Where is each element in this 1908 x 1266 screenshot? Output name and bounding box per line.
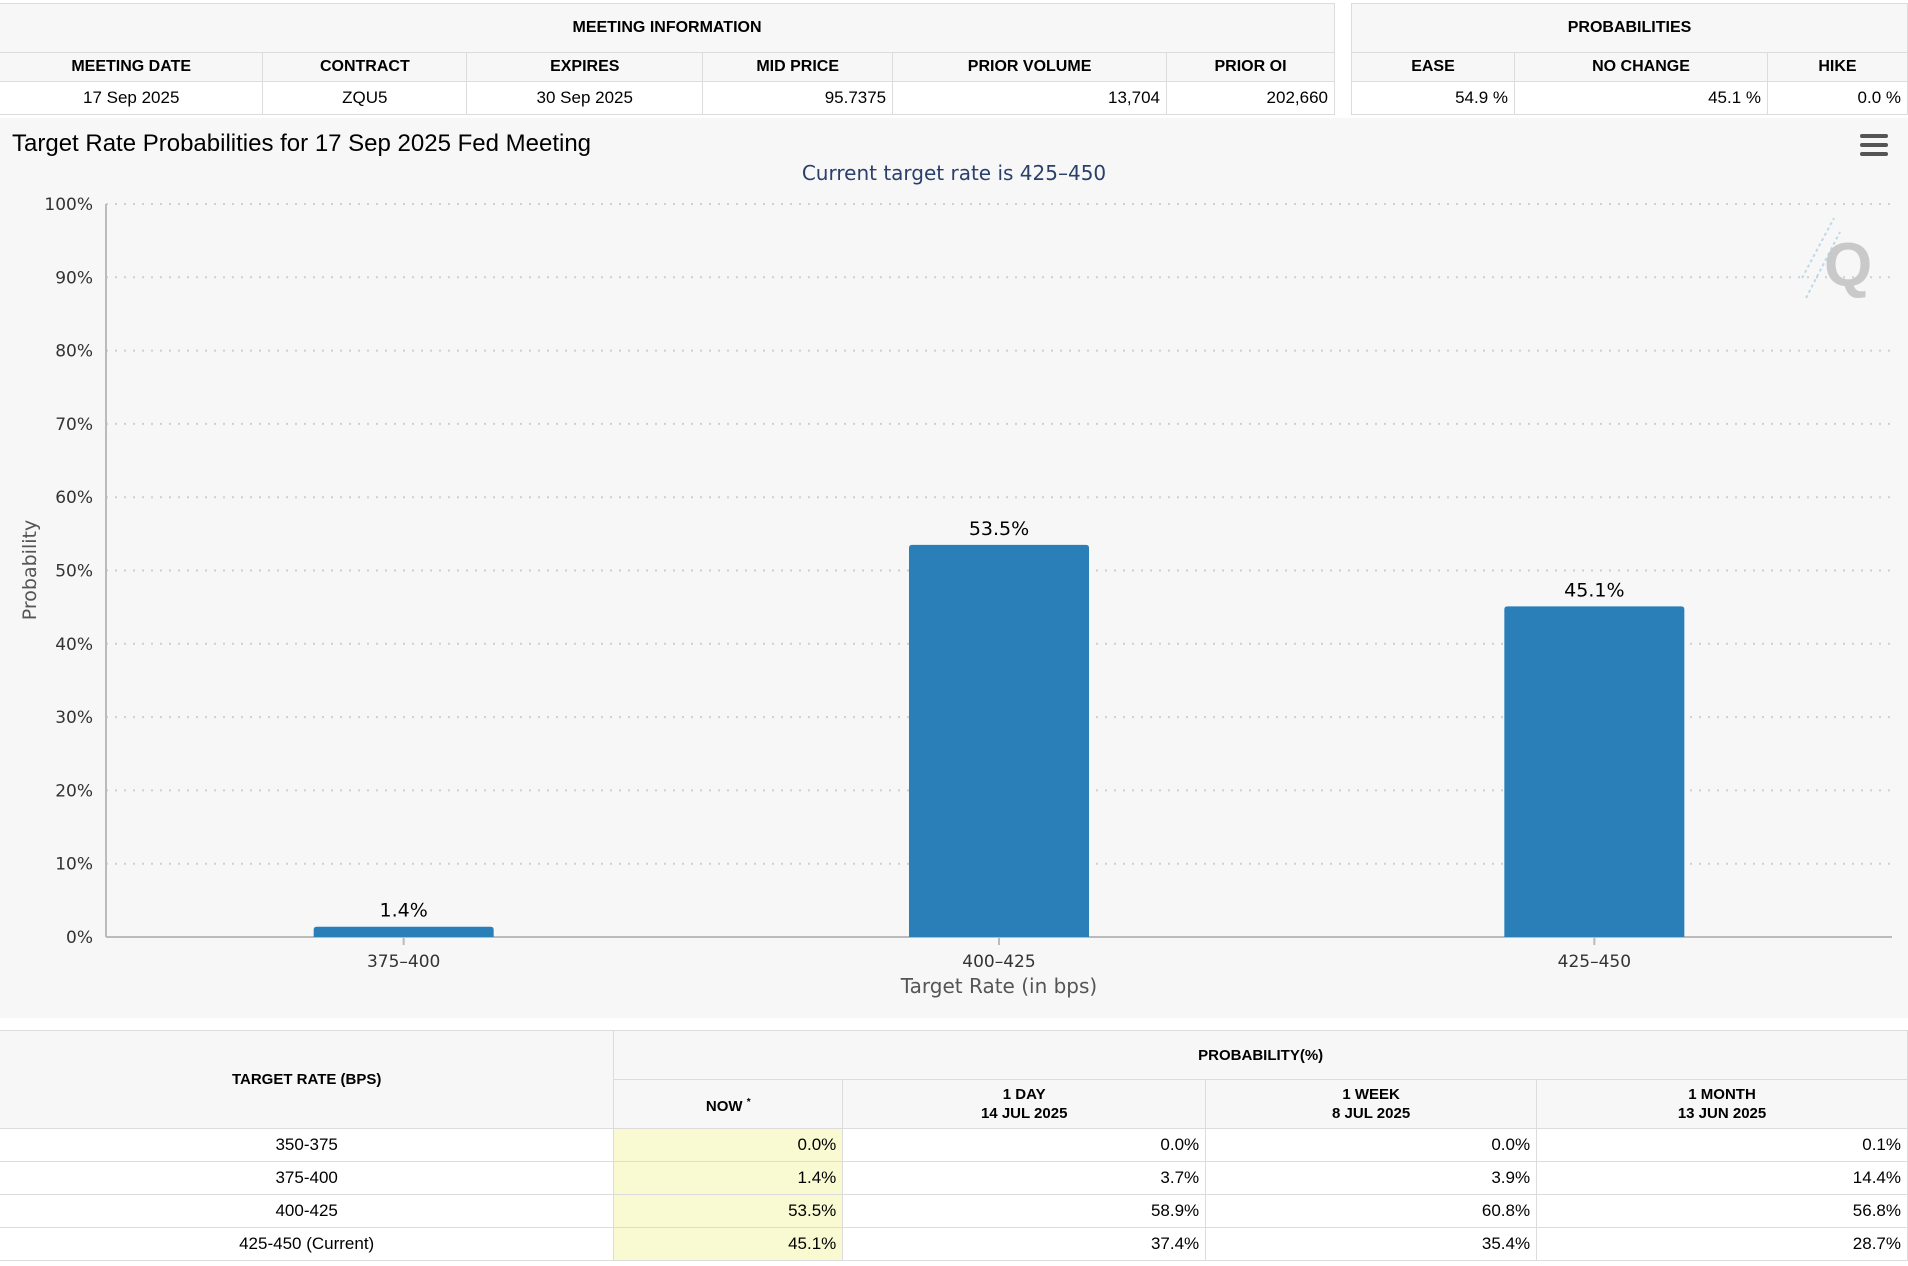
table-row: 17 Sep 2025 ZQU5 30 Sep 2025 95.7375 13,… xyxy=(0,81,1335,115)
bar-data-label: 1.4% xyxy=(380,900,428,922)
bar[interactable] xyxy=(909,544,1089,937)
svg-text:Q: Q xyxy=(1824,231,1872,300)
hike-header: HIKE xyxy=(1767,52,1908,82)
bar[interactable] xyxy=(313,926,494,937)
one-month-header: 1 MONTH 13 JUN 2025 xyxy=(1536,1079,1908,1129)
x-tick-label: 425–450 xyxy=(1558,952,1631,972)
x-tick-label: 400–425 xyxy=(962,952,1035,972)
one-day-header: 1 DAY 14 JUL 2025 xyxy=(842,1079,1207,1129)
meeting-information-title: MEETING INFORMATION xyxy=(0,3,1335,53)
one-month-cell: 14.4% xyxy=(1536,1161,1908,1195)
rate-cell: 400-425 xyxy=(0,1194,615,1228)
now-cell: 45.1% xyxy=(613,1227,844,1261)
probability-group-header: PROBABILITY(%) xyxy=(613,1030,1908,1080)
one-week-cell: 0.0% xyxy=(1205,1128,1538,1162)
rate-cell: 375-400 xyxy=(0,1161,615,1195)
probabilities-table: PROBABILITIES EASE NO CHANGE HIKE 54.9 %… xyxy=(1351,3,1908,115)
no-change-header: NO CHANGE xyxy=(1514,52,1768,82)
table-row: 54.9 % 45.1 % 0.0 % xyxy=(1351,81,1908,115)
probabilities-title: PROBABILITIES xyxy=(1351,3,1908,53)
prior-oi-value: 202,660 xyxy=(1166,81,1335,115)
one-day-cell: 3.7% xyxy=(842,1161,1207,1195)
expires-value: 30 Sep 2025 xyxy=(466,81,704,115)
y-tick-label: 80% xyxy=(55,342,93,362)
prior-oi-header: PRIOR OI xyxy=(1166,52,1335,82)
bar-data-label: 53.5% xyxy=(969,518,1029,540)
chart-labels: 0% 10% 20% 30% 40% 50% 60% 70% 80% 90% 100% 1.4% 375… xyxy=(19,161,1631,998)
y-tick-label: 20% xyxy=(55,781,93,801)
bar-data-label: 45.1% xyxy=(1564,579,1624,601)
y-tick-label: 100% xyxy=(44,195,93,215)
one-month-cell: 0.1% xyxy=(1536,1128,1908,1162)
now-cell: 1.4% xyxy=(613,1161,844,1195)
q-logo-icon: Q xyxy=(1801,217,1872,300)
meeting-information-table: MEETING INFORMATION MEETING DATE CONTRAC… xyxy=(0,3,1335,115)
one-week-cell: 3.9% xyxy=(1205,1161,1538,1195)
y-tick-label: 70% xyxy=(55,415,93,435)
y-tick-label: 30% xyxy=(55,708,93,728)
table-row: 400-425 53.5% 58.9% 60.8% 56.8% xyxy=(0,1194,1908,1228)
prior-volume-value: 13,704 xyxy=(892,81,1168,115)
meeting-date-value: 17 Sep 2025 xyxy=(0,81,264,115)
prior-volume-header: PRIOR VOLUME xyxy=(892,52,1168,82)
meeting-date-header: MEETING DATE xyxy=(0,52,264,82)
chart-subtitle: Current target rate is 425–450 xyxy=(802,161,1106,185)
y-axis-title: Probability xyxy=(19,520,41,620)
y-tick-label: 50% xyxy=(55,562,93,582)
ease-header: EASE xyxy=(1351,52,1515,82)
mid-price-header: MID PRICE xyxy=(702,52,894,82)
one-week-cell: 60.8% xyxy=(1205,1194,1538,1228)
rate-cell: 350-375 xyxy=(0,1128,615,1162)
one-day-cell: 0.0% xyxy=(842,1128,1207,1162)
contract-value: ZQU5 xyxy=(262,81,468,115)
y-tick-label: 0% xyxy=(66,928,93,948)
ease-value: 54.9 % xyxy=(1351,81,1515,115)
one-day-cell: 58.9% xyxy=(842,1194,1207,1228)
y-tick-label: 90% xyxy=(55,268,93,288)
y-tick-label: 40% xyxy=(55,635,93,655)
now-cell: 0.0% xyxy=(613,1128,844,1162)
contract-header: CONTRACT xyxy=(262,52,468,82)
one-day-cell: 37.4% xyxy=(842,1227,1207,1261)
now-footnote-marker: * xyxy=(746,1096,751,1108)
target-rate-header: TARGET RATE (BPS) xyxy=(0,1030,615,1129)
table-row: 375-400 1.4% 3.7% 3.9% 14.4% xyxy=(0,1161,1908,1195)
x-tick-label: 375–400 xyxy=(367,952,440,972)
chart-title: Target Rate Probabilities for 17 Sep 202… xyxy=(12,130,592,157)
expires-header: EXPIRES xyxy=(466,52,704,82)
bar[interactable] xyxy=(1504,606,1685,937)
now-cell: 53.5% xyxy=(613,1194,844,1228)
one-month-cell: 56.8% xyxy=(1536,1194,1908,1228)
now-header: NOW * xyxy=(613,1079,844,1129)
chart-panel: 0% 10% 20% 30% 40% 50% 60% 70% 80% 90% 100% 1.4% 375… xyxy=(0,118,1908,1018)
table-row: 425-450 (Current) 45.1% 37.4% 35.4% 28.7… xyxy=(0,1227,1908,1261)
hamburger-menu-icon[interactable] xyxy=(1860,134,1888,158)
mid-price-value: 95.7375 xyxy=(702,81,894,115)
x-axis-title: Target Rate (in bps) xyxy=(900,974,1097,998)
no-change-value: 45.1 % xyxy=(1514,81,1768,115)
hike-value: 0.0 % xyxy=(1767,81,1908,115)
table-row: 350-375 0.0% 0.0% 0.0% 0.1% xyxy=(0,1128,1908,1162)
y-tick-label: 10% xyxy=(55,855,93,875)
one-month-cell: 28.7% xyxy=(1536,1227,1908,1261)
bars xyxy=(313,544,1685,937)
target-rate-chart: 0% 10% 20% 30% 40% 50% 60% 70% 80% 90% 100% 1.4% 375… xyxy=(19,161,1892,998)
y-tick-label: 60% xyxy=(55,488,93,508)
one-week-header: 1 WEEK 8 JUL 2025 xyxy=(1205,1079,1538,1129)
target-rate-probability-table: TARGET RATE (BPS) PROBABILITY(%) NOW * 1… xyxy=(0,1030,1908,1261)
one-week-cell: 35.4% xyxy=(1205,1227,1538,1261)
rate-cell: 425-450 (Current) xyxy=(0,1227,615,1261)
